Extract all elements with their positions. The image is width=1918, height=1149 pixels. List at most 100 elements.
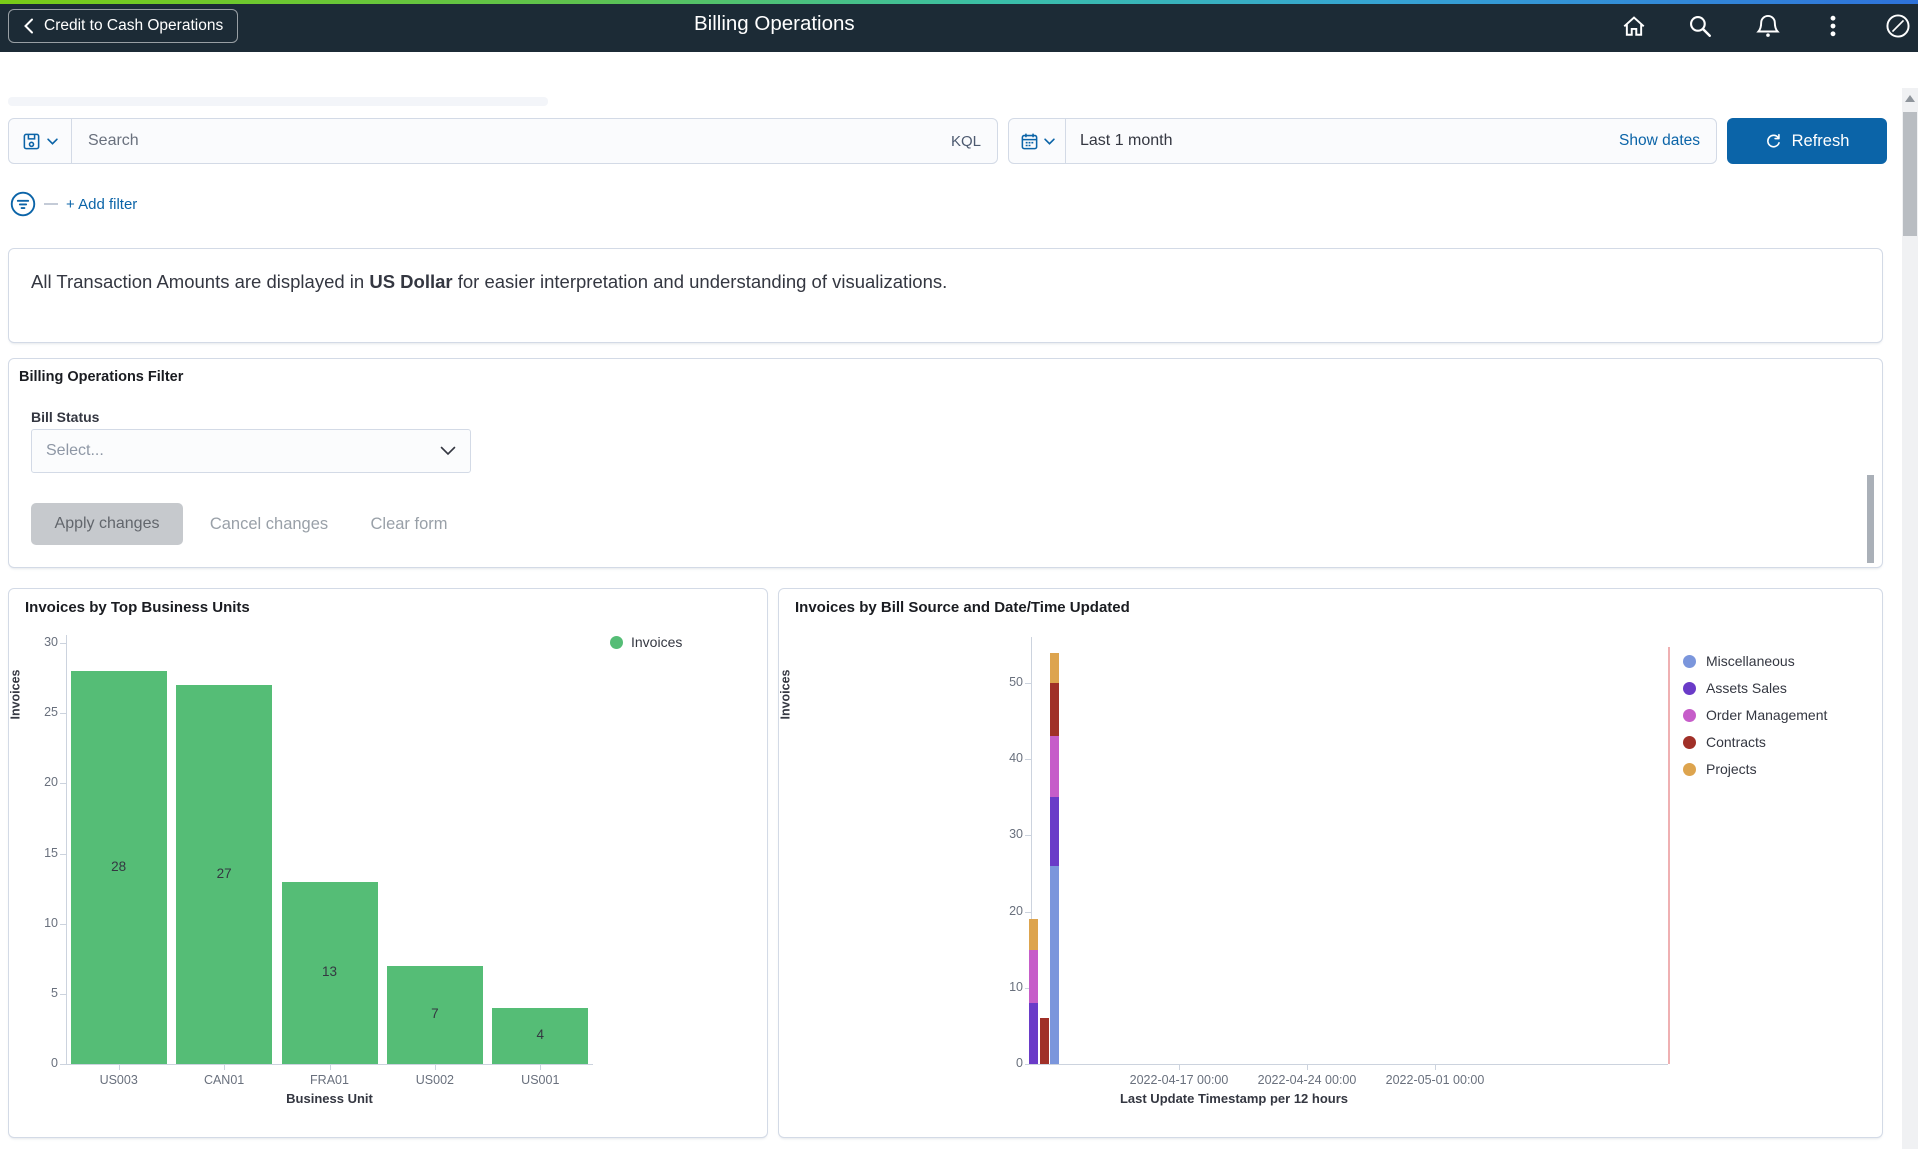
y-tick-label: 25 — [44, 705, 58, 720]
legend-label: Miscellaneous — [1706, 653, 1795, 669]
date-quick-select-button[interactable] — [1009, 119, 1066, 163]
bell-icon[interactable] — [1755, 13, 1781, 39]
stack-segment-miscellaneous[interactable] — [1050, 865, 1059, 1064]
stack-segment-assets-sales[interactable] — [1050, 797, 1059, 866]
x-tick-label: 2022-04-24 00:00 — [1257, 1073, 1357, 1087]
filter-panel-title: Billing Operations Filter — [19, 369, 184, 385]
y-tick-label: 20 — [44, 775, 58, 790]
search-bar: KQL — [8, 118, 998, 164]
legend-swatch — [1683, 708, 1696, 722]
notice-text: All Transaction Amounts are displayed in… — [31, 271, 947, 293]
legend-item[interactable]: Contracts — [1683, 734, 1766, 750]
chart1-plot-area: 0 5 10 15 20 25 30 28 US003 27 CAN01 13 FRA01 7 US002 4… — [9, 589, 769, 1139]
search-input[interactable] — [72, 132, 935, 150]
y-tick-label: 15 — [44, 845, 58, 860]
navbar-compass-icon[interactable] — [1885, 13, 1911, 39]
show-dates-link[interactable]: Show dates — [1619, 132, 1700, 149]
x-tick-mark — [1179, 1065, 1180, 1070]
bar-value-label: 4 — [536, 1026, 545, 1042]
cancel-changes-button[interactable]: Cancel changes — [201, 503, 337, 545]
scrollbar-thumb[interactable] — [1903, 112, 1917, 236]
x-tick-label: US002 — [415, 1073, 454, 1087]
refresh-button[interactable]: Refresh — [1727, 118, 1887, 164]
chart-panel-business-units: Invoices by Top Business Units Invoices … — [8, 588, 768, 1138]
apply-changes-button[interactable]: Apply changes — [31, 503, 183, 545]
bar-value-label: 13 — [321, 963, 338, 979]
x-axis-line — [1031, 1064, 1668, 1065]
filter-row: + Add filter — [10, 190, 137, 218]
bar-value-label: 28 — [111, 858, 127, 874]
search-icon[interactable] — [1687, 13, 1713, 39]
stack-segment-projects[interactable] — [1029, 919, 1038, 950]
y-tick-mark — [1025, 1064, 1031, 1065]
save-icon — [23, 133, 40, 149]
y-tick-mark — [60, 783, 66, 785]
page-scrollbar[interactable] — [1902, 88, 1918, 1149]
stack-segment-order-management[interactable] — [1029, 949, 1038, 1004]
stack-segment-contracts[interactable] — [1039, 1018, 1049, 1064]
legend-item[interactable]: Assets Sales — [1683, 680, 1787, 696]
chart2-plot-area: 0 10 20 30 40 50 2022-04-17 00:00 2022-04-24 00… — [779, 589, 1884, 1139]
notice-bold: US Dollar — [369, 271, 453, 292]
add-filter-link[interactable]: + Add filter — [66, 195, 138, 213]
bar-FRA01[interactable] — [281, 881, 378, 1064]
legend-label: Order Management — [1706, 707, 1828, 723]
y-tick-label: 30 — [1009, 827, 1023, 842]
bill-status-select[interactable]: Select... — [31, 429, 471, 473]
notice-panel: All Transaction Amounts are displayed in… — [8, 248, 1883, 343]
chart1-legend[interactable]: Invoices — [610, 634, 682, 650]
app-header: Credit to Cash Operations Billing Operat… — [0, 0, 1918, 52]
y-tick-label: 0 — [51, 1056, 58, 1070]
filter-circle-icon[interactable] — [10, 191, 36, 217]
stack-segment-assets-sales[interactable] — [1029, 1003, 1038, 1064]
legend-label: Projects — [1706, 761, 1757, 777]
legend-swatch — [1683, 735, 1696, 749]
home-icon[interactable] — [1621, 13, 1647, 39]
chevron-down-icon — [47, 137, 58, 145]
y-tick-label: 20 — [1009, 903, 1023, 918]
back-button-label: Credit to Cash Operations — [44, 17, 224, 34]
stack-segment-order-management[interactable] — [1050, 736, 1059, 798]
x-tick-label: US003 — [99, 1073, 138, 1087]
x-tick-label: CAN01 — [203, 1073, 245, 1087]
back-button[interactable]: Credit to Cash Operations — [8, 9, 239, 43]
y-tick-label: 30 — [44, 635, 58, 649]
select-placeholder: Select... — [46, 442, 104, 459]
page-title: Billing Operations — [694, 12, 855, 35]
stack-segment-projects[interactable] — [1050, 652, 1059, 684]
y-tick-mark — [60, 713, 66, 715]
chart2-x-axis-title: Last Update Timestamp per 12 hours — [1119, 1091, 1349, 1106]
legend-swatch — [1683, 681, 1696, 695]
legend-label: Invoices — [631, 634, 683, 650]
calendar-icon — [1021, 133, 1037, 149]
legend-label: Contracts — [1706, 734, 1766, 750]
bar-value-label: 27 — [216, 865, 232, 881]
y-tick-label: 10 — [44, 915, 58, 930]
clear-form-button[interactable]: Clear form — [361, 503, 457, 545]
chart2-title: Invoices by Bill Source and Date/Time Up… — [795, 599, 1130, 616]
x-tick-mark — [1435, 1065, 1436, 1070]
bar-US002[interactable] — [386, 965, 483, 1064]
x-tick-mark — [224, 1065, 226, 1070]
legend-swatch — [610, 635, 623, 649]
date-range-value[interactable]: Last 1 month — [1080, 132, 1173, 149]
y-tick-label: 5 — [51, 985, 58, 1000]
chart1-x-axis-title: Business Unit — [286, 1091, 373, 1106]
legend-item[interactable]: Projects — [1683, 761, 1757, 777]
chevron-down-icon — [1043, 137, 1055, 145]
kebab-menu-icon[interactable] — [1820, 13, 1846, 39]
legend-item[interactable]: Miscellaneous — [1683, 653, 1795, 669]
x-tick-label: 2022-05-01 00:00 — [1385, 1073, 1485, 1087]
x-tick-label: US001 — [521, 1073, 560, 1087]
legend-item[interactable]: Order Management — [1683, 707, 1827, 723]
save-query-button[interactable] — [9, 119, 72, 163]
bar-US001[interactable] — [492, 1007, 589, 1064]
scroll-up-arrow[interactable] — [1905, 95, 1915, 102]
kql-selector[interactable]: KQL — [950, 132, 981, 150]
bar-US003[interactable] — [70, 671, 167, 1064]
stack-segment-contracts[interactable] — [1050, 683, 1059, 737]
y-tick-mark — [60, 853, 66, 855]
bar-CAN01[interactable] — [176, 685, 273, 1064]
panel-scrollbar-thumb[interactable] — [1867, 475, 1874, 563]
